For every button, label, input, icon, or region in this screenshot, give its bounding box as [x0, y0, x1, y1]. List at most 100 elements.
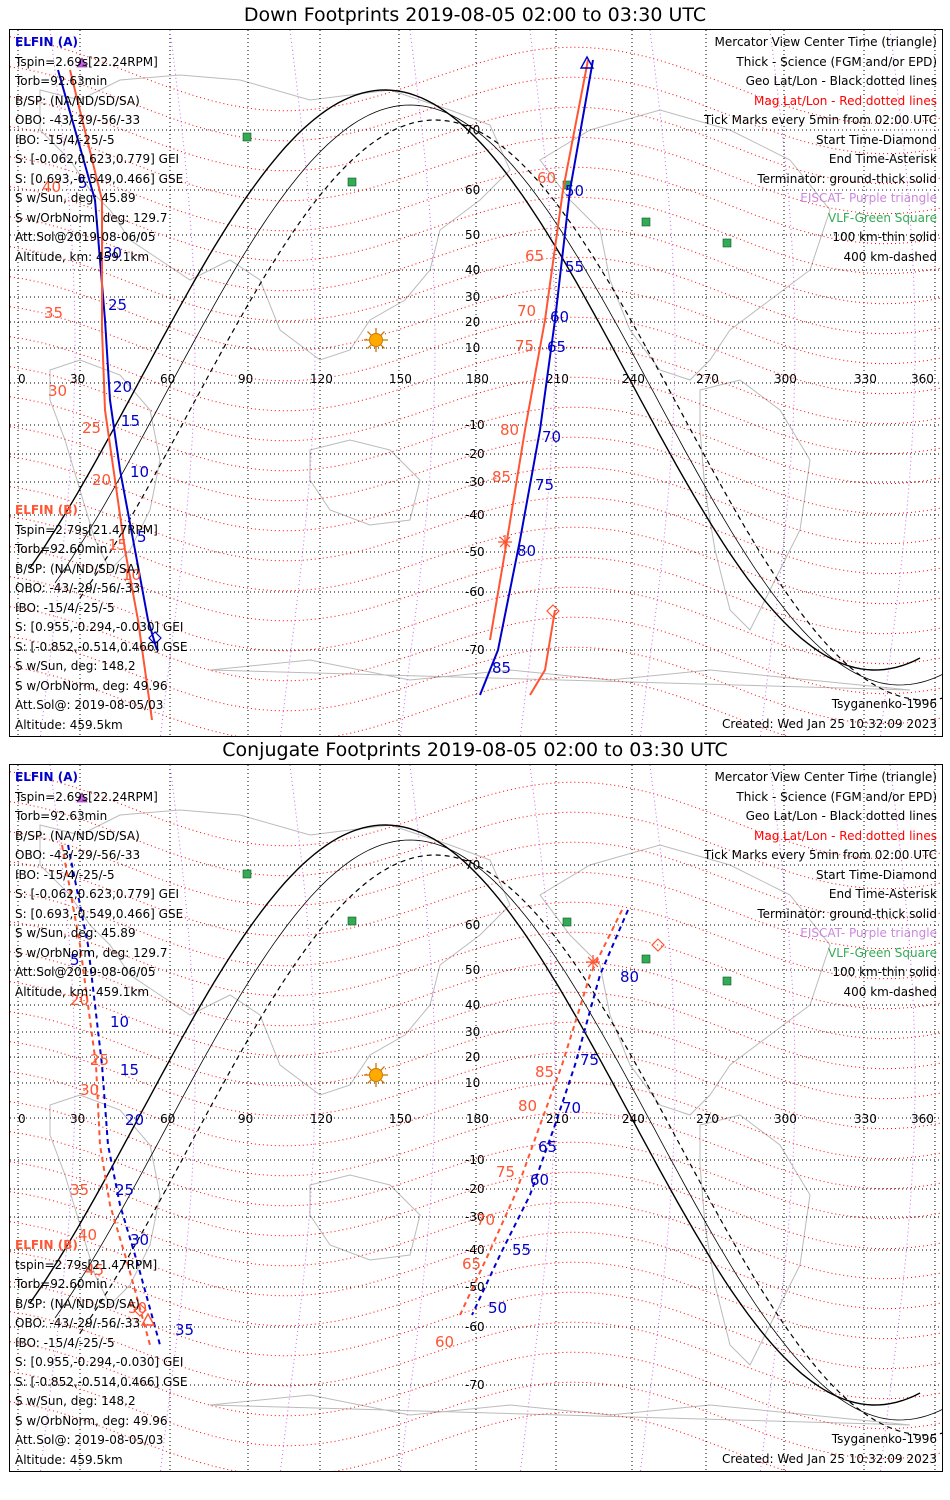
- elfin-a-param-line: S w/OrbNorm, deg: 129.7: [15, 945, 168, 960]
- elfin-b-tick-label: 30: [48, 382, 67, 400]
- elfin-b-name: ELFIN (B): [15, 503, 78, 517]
- lon-tick-label: 180: [466, 1112, 489, 1126]
- lon-tick-label: 0: [18, 372, 26, 386]
- start-diamond-icon: [546, 604, 560, 618]
- lon-tick-label: 300: [774, 1112, 797, 1126]
- lat-tick-label: -20: [465, 447, 485, 461]
- elfin-a-tick-label: 65: [538, 1138, 557, 1156]
- coastline: [39, 74, 511, 361]
- elfin-a-tick-label: 65: [547, 338, 566, 356]
- elfin-b-tick-label: 35: [44, 304, 63, 322]
- lat-tick-label: 10: [465, 341, 480, 355]
- legend-item: EISCAT- Purple triangle: [800, 926, 937, 940]
- lon-tick-label: 30: [70, 1112, 85, 1126]
- stations: [76, 792, 732, 986]
- vlf-station-square-icon: [242, 132, 252, 142]
- legend-item: 400 km-dashed: [843, 984, 937, 999]
- coastline: [209, 1394, 911, 1426]
- tick-labels: 5 10 15 20 25 30 35 50 55 60 65 70 75 80 20 25 30 35 40 45 5…: [70, 951, 639, 1351]
- elfin-b-tick-label: 20: [92, 471, 111, 489]
- start-diamond-icon: [133, 1303, 147, 1317]
- elfin-a-tick-label: 50: [565, 182, 584, 200]
- lon-tick-label: 240: [622, 1112, 645, 1126]
- elfin-b-param-line: S w/Sun, deg: 148.2: [15, 659, 136, 673]
- lat-tick-label: -10: [465, 418, 485, 432]
- elfin-a-param-line: IBO: -15/4/-25/-5: [15, 867, 115, 882]
- asterisk-stroke: [499, 536, 511, 548]
- elfin-a-param-line: S: [-0.062,0.623,0.779] GEI: [15, 152, 180, 166]
- elfin-b-param-line: OBO: -43/-29/-56/-33: [15, 1316, 141, 1330]
- elfin-b-param-line: S: [0.955,-0.294,-0.030] GEI: [15, 1355, 184, 1369]
- elfin-b-info: ELFIN (B) tspin=2.79s[21.47RPM] Torb=92.6…: [15, 1236, 188, 1470]
- asterisk-stroke: [587, 956, 599, 968]
- elfin-a-tick-label: 30: [130, 1231, 149, 1249]
- elfin-a-param-line: S: [0.693,-0.549,0.466] GSE: [15, 906, 184, 921]
- elfin-a-tick-label: 10: [110, 1013, 129, 1031]
- elfin-b-param-line: S w/Sun, deg: 148.2: [15, 1394, 136, 1408]
- elfin-b-param-line: B/SP: (NA/ND/SD/SA): [15, 1296, 140, 1311]
- end-asterisk-icon: [586, 955, 600, 969]
- lon-tick-label: 60: [160, 372, 175, 386]
- coastline: [309, 1174, 421, 1261]
- elfin-a-info: ELFIN (A) Tspin=2.69s[22.24RPM] Torb=92.6…: [15, 33, 183, 267]
- lat-tick-label: -50: [465, 1280, 485, 1294]
- map-legend: Mercator View Center Time (triangle) Thic…: [704, 768, 937, 1002]
- lat-tick-label: -70: [465, 643, 485, 657]
- track-markers: [148, 55, 595, 645]
- sun-ray: [380, 1066, 385, 1071]
- lon-tick-label: 330: [854, 372, 877, 386]
- lon-tick-label: 300: [774, 372, 797, 386]
- lon-tick-label: 0: [18, 1112, 26, 1126]
- legend-item: 100 km-thin solid: [832, 965, 937, 979]
- elfin-a-param-line: IBO: -15/4/-25/-5: [15, 132, 115, 147]
- sun-ray: [367, 1066, 372, 1071]
- elfin-b-track-east: [459, 909, 623, 1316]
- elfin-b-tick-label: 25: [82, 419, 101, 437]
- elfin-b-param-line: IBO: -15/4/-25/-5: [15, 600, 115, 615]
- created-date: Created: Wed Jan 25 10:32:09 2023: [722, 1451, 937, 1466]
- legend-item: Mag Lat/Lon - Red dotted lines: [753, 828, 937, 843]
- coastline: [539, 109, 831, 381]
- elfin-b-param-line: tspin=2.79s[21.47RPM]: [15, 1257, 158, 1272]
- legend-item: Start Time-Diamond: [815, 132, 937, 147]
- lon-tick-label: 240: [622, 372, 645, 386]
- elfin-b-param-line: Tspin=2.79s[21.47RPM]: [15, 522, 158, 537]
- elfin-b-tick-label: 60: [537, 169, 556, 187]
- elfin-a-param-line: Altitude, km: 459.1km: [15, 984, 150, 999]
- lat-tick-label: 50: [465, 963, 480, 977]
- track-markers: [133, 938, 665, 1326]
- elfin-b-tick-label: 60: [435, 1333, 454, 1351]
- elfin-b-param-line: S w/OrbNorm, deg: 49.96: [15, 678, 168, 693]
- elfin-a-tick-label: 35: [175, 1321, 194, 1339]
- lat-tick-label: -30: [465, 1210, 485, 1224]
- elfin-a-param-line: Torb=92.63min: [15, 74, 108, 88]
- footprint-tracks: [57, 59, 594, 721]
- lat-tick-label: 40: [465, 263, 480, 277]
- elfin-b-param-line: Att.Sol@: 2019-08-05/03: [15, 1433, 164, 1447]
- elfin-a-tick-label: 10: [130, 463, 149, 481]
- legend-item: End Time-Asterisk: [828, 887, 937, 901]
- elfin-a-tick-label: 5: [78, 174, 88, 192]
- end-asterisk-icon: [498, 535, 512, 549]
- eiscat-triangle-icon: [76, 57, 88, 68]
- elfin-b-tick-label: 35: [70, 1181, 89, 1199]
- lat-tick-label: 70: [465, 123, 480, 137]
- map-canvas: 0 30 60 90 120 150 180 210 240 270 300 330 360 70 60 50…: [10, 30, 942, 736]
- elfin-a-tick-label: 70: [542, 428, 561, 446]
- created-date: Created: Wed Jan 25 10:32:09 2023: [722, 716, 937, 731]
- legend-item: Thick - Science (FGM and/or EPD): [736, 54, 937, 69]
- lon-tick-label: 360: [911, 1112, 934, 1126]
- sun-icon: [364, 1063, 388, 1087]
- elfin-a-tick-label: 75: [535, 476, 554, 494]
- lat-tick-label: -10: [465, 1153, 485, 1167]
- elfin-a-info: ELFIN (A) Tspin=2.69s[22.24RPM] Torb=92.6…: [15, 768, 183, 1002]
- coastline: [39, 809, 511, 1096]
- lat-tick-label: -60: [465, 585, 485, 599]
- conjugate-footprints-map: 0 30 60 90 120 150 180 210 240 270 300 330 360 70 60 50…: [9, 764, 943, 1472]
- geo-grid: [10, 30, 942, 736]
- lat-tick-label: -50: [465, 545, 485, 559]
- legend-item: End Time-Asterisk: [828, 152, 937, 166]
- vlf-station-square-icon: [562, 917, 572, 927]
- elfin-a-tick-label: 25: [115, 1181, 134, 1199]
- elfin-a-param-line: OBO: -43/-29/-56/-33: [15, 848, 141, 862]
